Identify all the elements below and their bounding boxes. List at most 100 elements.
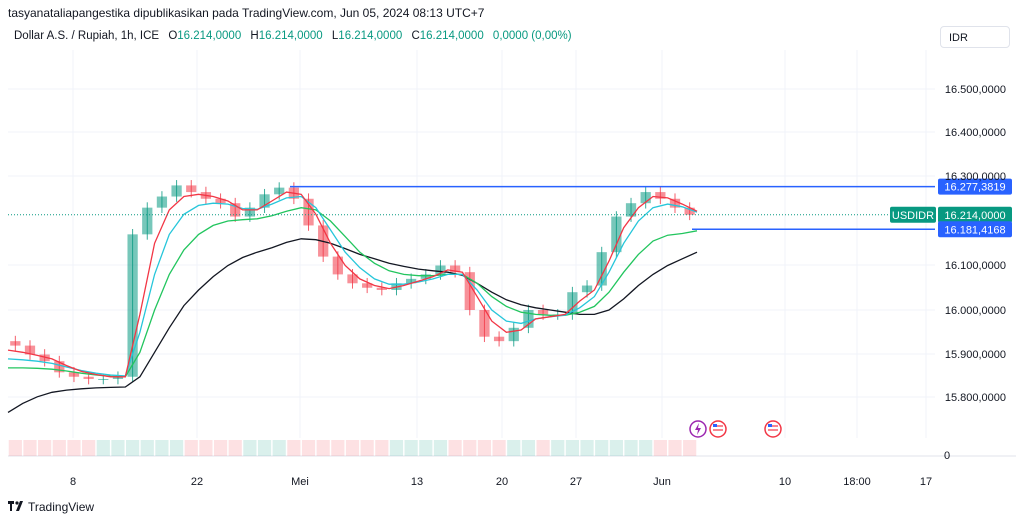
candle-body: [684, 207, 695, 215]
volume-bar: [580, 440, 594, 456]
candle-body: [406, 278, 417, 284]
volume-bar: [595, 440, 609, 456]
level-tag-label: 16.277,3819: [944, 182, 1005, 194]
volume-bar: [169, 440, 184, 456]
tradingview-name: TradingView: [28, 500, 95, 514]
y-tick-label: 16.500,0000: [945, 84, 1006, 96]
symbol-tag: [890, 206, 936, 223]
chart-legend: Dollar A.S. / Rupiah, 1h, ICE O16.214,00…: [14, 30, 572, 42]
candle-body: [39, 354, 50, 362]
low-label: L: [331, 30, 339, 42]
volume-bar: [126, 440, 140, 456]
y-tick-label: 16.300,0000: [945, 171, 1006, 183]
volume-bar: [52, 440, 66, 456]
candle-body: [68, 372, 80, 377]
volume-bar: [8, 440, 22, 456]
candle-body: [332, 256, 343, 275]
tradingview-brand[interactable]: TradingView: [8, 500, 94, 514]
candle-body: [567, 292, 578, 315]
candle-body: [552, 314, 563, 316]
candle-body: [171, 185, 182, 197]
high-value: 16.214,0000: [258, 30, 323, 42]
candle-body: [391, 283, 402, 290]
candle-body: [655, 192, 666, 199]
volume-bar: [38, 440, 52, 456]
high-label: H: [250, 30, 259, 42]
x-tick-label: Jun: [653, 476, 671, 488]
candle-body: [640, 192, 651, 204]
volume-bar: [375, 440, 389, 456]
low-value: 16.214,0000: [338, 30, 403, 42]
x-tick-label: 22: [191, 476, 203, 488]
candle-body: [420, 274, 431, 279]
volume-bar: [228, 440, 242, 456]
us-flag-icon: [709, 420, 727, 438]
x-tick-label: 17: [920, 476, 932, 488]
x-tick-label: 20: [496, 476, 508, 488]
volume-bar: [345, 440, 360, 456]
volume-bar: [492, 440, 506, 456]
symbol-tag-label: USDIDR: [892, 210, 934, 222]
x-tick-label: Mei: [291, 476, 309, 488]
candle-body: [493, 336, 505, 342]
candle-body: [98, 378, 109, 380]
symbol-label[interactable]: Dollar A.S. / Rupiah, 1h, ICE: [14, 30, 160, 42]
candle-body: [288, 187, 299, 199]
x-tick-label: 8: [70, 476, 76, 488]
candle-body: [156, 196, 168, 208]
publisher-line: tasyanataliapangestika dipublikasikan pa…: [8, 6, 485, 20]
level-tag: [938, 178, 1012, 195]
current-price-label: 16.214,0000: [944, 210, 1005, 222]
volume-bar: [653, 440, 667, 456]
volume-bar: [243, 440, 257, 456]
candle-body: [347, 274, 358, 284]
candle-body: [303, 198, 314, 226]
tradingview-logo-icon: [8, 500, 24, 514]
open-label: O: [168, 30, 178, 42]
candle-body: [274, 187, 285, 195]
candle-body: [537, 310, 549, 315]
volume-bar: [316, 440, 330, 456]
candle-body: [215, 198, 226, 204]
candle-body: [230, 203, 241, 217]
volume-bar: [477, 440, 492, 456]
volume-bar: [360, 440, 374, 456]
volume-bar: [199, 440, 213, 456]
volume-bar: [272, 440, 286, 456]
open-value: 16.214,0000: [177, 30, 242, 42]
x-tick-label: 10: [779, 476, 791, 488]
candle-body: [127, 234, 138, 377]
candle-body: [244, 207, 256, 217]
close-label: C: [411, 30, 420, 42]
volume-bar: [155, 440, 169, 456]
volume-bar: [257, 440, 272, 456]
candle-body: [112, 376, 124, 379]
candle-body: [200, 192, 212, 199]
volume-bar: [111, 440, 125, 456]
candle-body: [10, 341, 21, 346]
y-tick-label: 16.100,0000: [945, 260, 1006, 272]
candle-body: [259, 194, 270, 208]
us-flag-icon: [764, 420, 782, 438]
candle-body: [523, 310, 534, 328]
level-tag: [938, 221, 1012, 238]
volume-bar: [521, 440, 536, 456]
candle-body: [581, 285, 593, 293]
lightning-icon: [689, 420, 707, 438]
candle-body: [435, 265, 446, 275]
volume-bar: [140, 440, 154, 456]
volume-bar: [507, 440, 521, 456]
level-tag-label: 16.181,4168: [944, 224, 1005, 236]
volume-bar: [389, 440, 404, 456]
candle-body: [54, 361, 65, 373]
volume-bar: [301, 440, 316, 456]
candle-body: [318, 225, 329, 257]
candle-body: [24, 345, 36, 355]
series-line-ema_mid: [7, 195, 698, 377]
volume-bar: [433, 440, 448, 456]
currency-button[interactable]: IDR: [940, 26, 1010, 48]
volume-axis-label: 0: [944, 450, 950, 462]
volume-bar: [331, 440, 345, 456]
y-tick-label: 16.000,0000: [945, 305, 1006, 317]
